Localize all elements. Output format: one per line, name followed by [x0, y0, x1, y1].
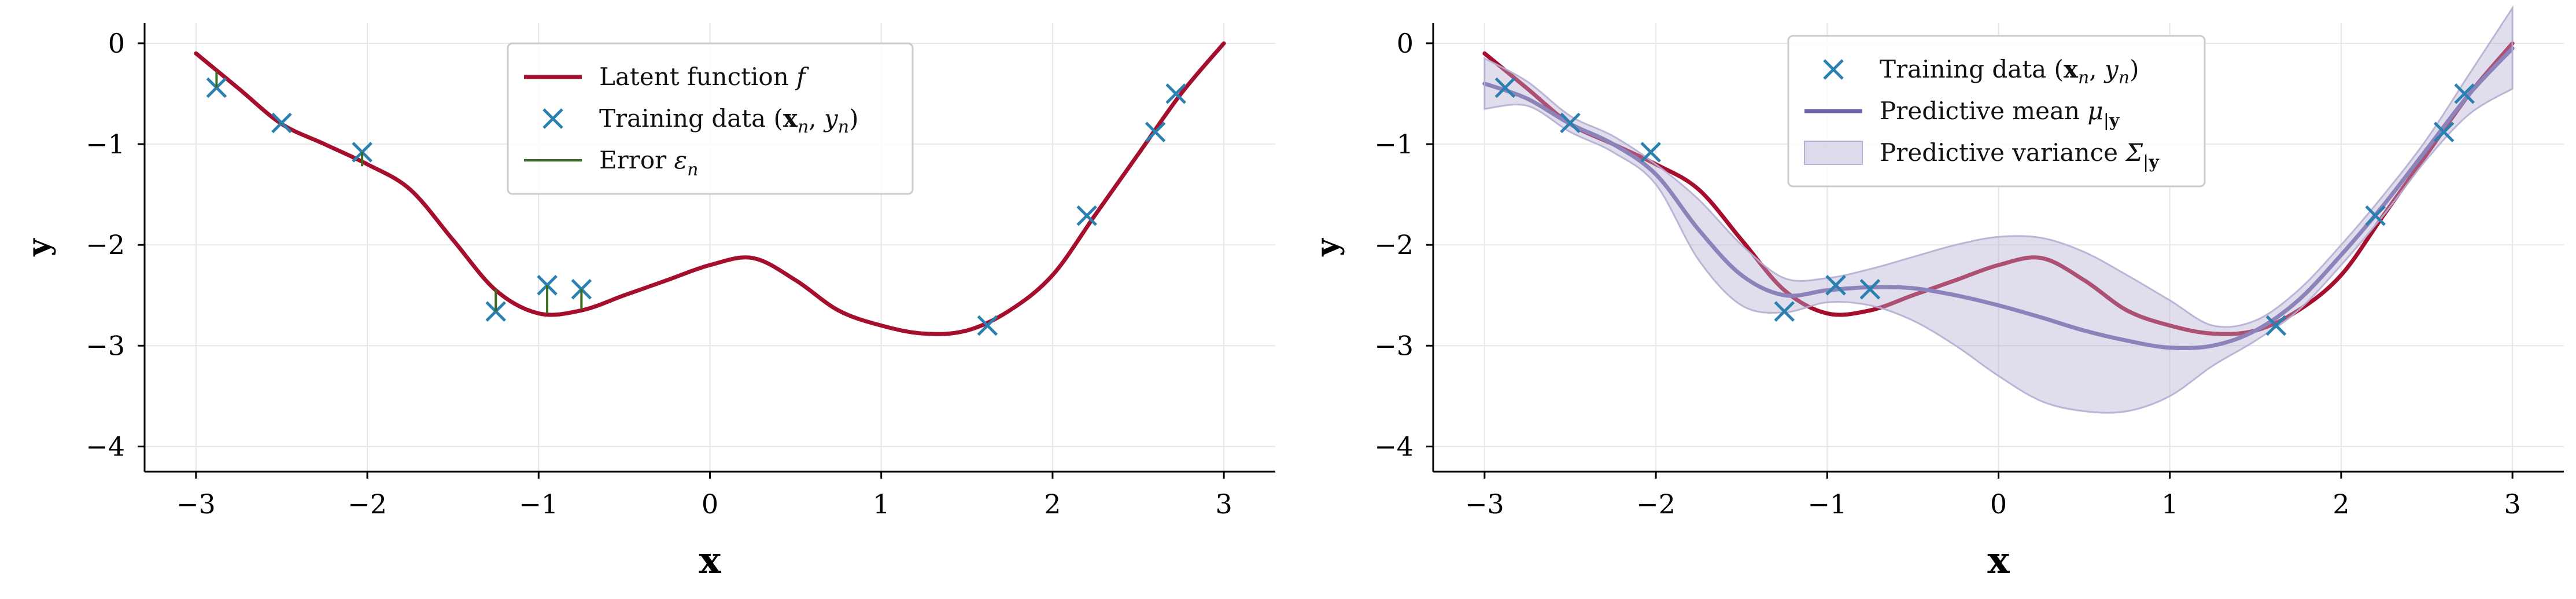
y-tick-label: −4 [1374, 431, 1414, 462]
legend-item: Latent function f [524, 63, 809, 91]
training-point [2365, 205, 2386, 226]
legend-label: Training data (xn, yn) [1880, 55, 2139, 88]
training-point [1560, 112, 1581, 134]
training-point [2454, 83, 2475, 104]
x-tick-label: −1 [519, 488, 558, 520]
legend-item: Training data (xn, yn) [542, 104, 858, 137]
latent-function-line [194, 41, 1226, 336]
training-point [1076, 205, 1097, 226]
training-point [2433, 122, 2455, 142]
legend-swatch [542, 108, 563, 129]
training-point [977, 315, 998, 336]
training-point [1165, 83, 1186, 104]
y-tick-label: −2 [1374, 229, 1414, 260]
legend-item: Predictive variance Σ|y [1804, 138, 2160, 172]
x-tick-label: 0 [702, 488, 718, 520]
y-tick-label: −4 [86, 431, 125, 462]
y-axis-title: y [21, 238, 57, 257]
x-tick-label: −1 [1807, 488, 1847, 520]
legend-item: Error εn [524, 146, 698, 180]
legend-label: Error εn [599, 146, 698, 180]
legend-item: Predictive mean μ|y [1804, 97, 2120, 131]
y-axis-title: y [1310, 238, 1345, 257]
training-point [1859, 279, 1881, 300]
y-tick-label: −1 [86, 128, 125, 160]
training-point [1145, 122, 1166, 142]
x-tick-label: −2 [348, 488, 387, 520]
legend-label: Training data (xn, yn) [599, 104, 858, 137]
legend-swatch [1804, 141, 1863, 165]
y-tick-label: −1 [1374, 128, 1414, 160]
x-axis-title: x [1987, 539, 2010, 582]
training-point [1774, 301, 1795, 322]
x-tick-label: 3 [1215, 488, 1232, 520]
y-tick-label: −3 [86, 330, 125, 361]
x-tick-label: 2 [1044, 488, 1061, 520]
legend-box [507, 42, 914, 195]
x-tick-label: 1 [873, 488, 890, 520]
x-tick-label: −3 [176, 488, 216, 520]
training-point [1494, 77, 1516, 98]
training-point [1825, 275, 1846, 296]
y-tick-label: −3 [1374, 330, 1414, 361]
x-tick-label: −3 [1465, 488, 1504, 520]
x-tick-label: 0 [1990, 488, 2007, 520]
x-axis-title: x [699, 539, 721, 582]
legend: Latent function f Training data (xn, yn) E… [507, 42, 914, 195]
y-tick-label: 0 [108, 28, 125, 59]
x-tick-label: 2 [2333, 488, 2349, 520]
legend-label: Latent function f [599, 63, 809, 91]
legend-label: Predictive variance Σ|y [1880, 138, 2160, 172]
x-tick-label: −2 [1636, 488, 1675, 520]
training-point [2265, 315, 2287, 336]
y-tick-label: −2 [86, 229, 125, 260]
legend-box [1787, 35, 2206, 188]
y-tick-label: 0 [1397, 28, 1414, 59]
left-panel: −3 −2 −1 0 1 2 3 0 −1 −2 −3 −4 x y Latent function f Tr… [21, 23, 1275, 582]
x-tick-label: 3 [2504, 488, 2520, 520]
predictive-mean-line [1482, 46, 2515, 351]
x-tick-label: 1 [2161, 488, 2178, 520]
training-point [1640, 142, 1661, 163]
legend-label: Predictive mean μ|y [1880, 97, 2120, 131]
right-panel: −3 −2 −1 0 1 2 3 0 −1 −2 −3 −4 x y Training data (xn, … [1310, 5, 2564, 582]
legend-item: Training data (xn, yn) [1823, 55, 2139, 88]
legend: Training data (xn, yn) Predictive mean μ|… [1787, 35, 2206, 188]
legend-swatch [1823, 59, 1844, 80]
